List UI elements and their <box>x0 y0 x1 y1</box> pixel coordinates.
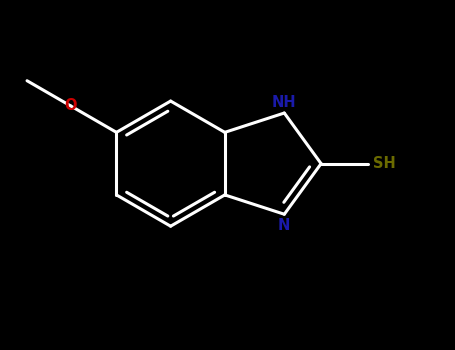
Text: N: N <box>278 218 290 233</box>
Text: O: O <box>64 98 76 113</box>
Text: SH: SH <box>373 156 395 171</box>
Text: NH: NH <box>272 94 297 110</box>
